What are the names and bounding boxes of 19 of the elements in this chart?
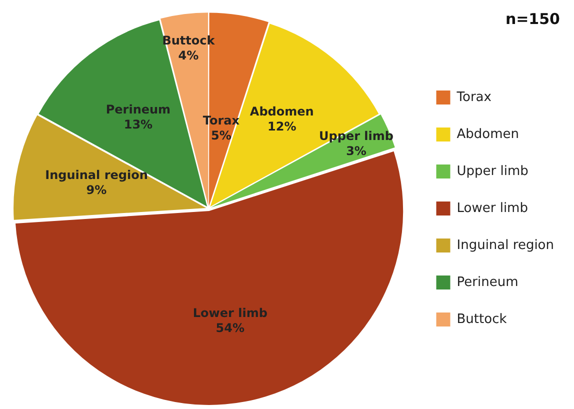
legend-label: Upper limb [456,164,528,179]
legend-label: Perineum [456,274,518,290]
legend-label: Lower limb [456,200,528,216]
legend-label: Buttock [456,312,508,327]
data-label: 5% [211,128,232,143]
slice-label: Inguinal region [45,168,148,182]
legend-label: Torax [456,90,492,105]
legend-label: Abdomen [456,126,520,142]
data-label: 13% [124,117,153,132]
slice-label: Perineum [106,102,171,116]
slice-label: Abdomen [250,104,314,119]
legend-label: Inguinal region [456,238,554,253]
data-label: 12% [268,120,296,134]
text: n=150 [505,10,560,28]
slice-label: Lower limb [192,306,268,320]
data-label: 9% [86,183,107,198]
data-label: 3% [346,144,366,158]
data-label: 4% [178,48,199,63]
data-label: 54% [216,320,245,335]
